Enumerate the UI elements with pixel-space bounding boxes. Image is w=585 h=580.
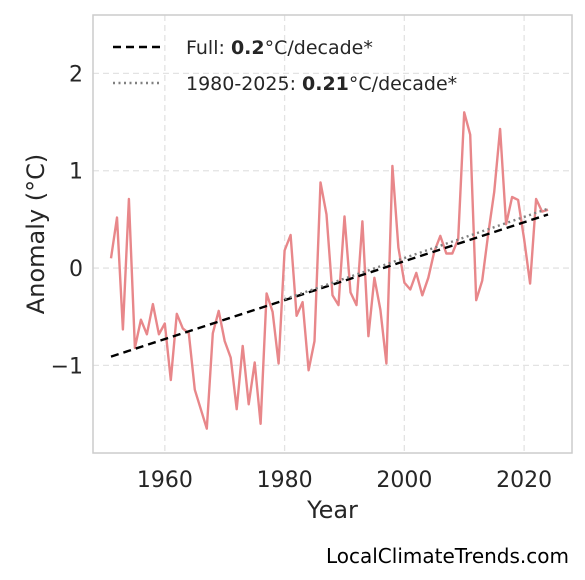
legend-recent-prefix: 1980-2025:	[186, 73, 302, 95]
tick-layer: 1960 1980 2000 2020 −1 0 1 2	[51, 62, 553, 493]
legend-label-full: Full: 0.2°C/decade*	[186, 37, 373, 59]
series-trend-recent	[284, 207, 549, 301]
legend-label-recent: 1980-2025: 0.21°C/decade*	[186, 73, 457, 95]
series-observed	[109, 111, 549, 430]
plot-frame	[92, 14, 573, 454]
legend-recent-value: 0.21	[302, 73, 349, 95]
series-layer	[109, 111, 549, 430]
series-trend-full	[110, 213, 549, 358]
legend-full-value: 0.2	[231, 37, 265, 59]
x-tick-label: 1960	[137, 468, 193, 493]
x-tick-label: 2000	[376, 468, 432, 493]
x-tick-label: 2020	[496, 468, 552, 493]
grid	[93, 15, 572, 453]
y-tick-label: 1	[69, 160, 83, 185]
x-axis-label: Year	[306, 496, 358, 524]
y-axis-label: Anomaly (°C)	[22, 154, 50, 314]
legend-full-suffix: °C/decade*	[265, 37, 373, 59]
site-credit: LocalClimateTrends.com	[325, 544, 569, 568]
y-tick-label: 2	[69, 62, 83, 87]
y-tick-label: −1	[51, 354, 83, 379]
legend-recent-suffix: °C/decade*	[349, 73, 457, 95]
legend-full-prefix: Full:	[186, 37, 231, 59]
x-tick-label: 1980	[257, 468, 313, 493]
legend: Full: 0.2°C/decade* 1980-2025: 0.21°C/de…	[113, 37, 457, 95]
y-tick-label: 0	[69, 257, 83, 282]
